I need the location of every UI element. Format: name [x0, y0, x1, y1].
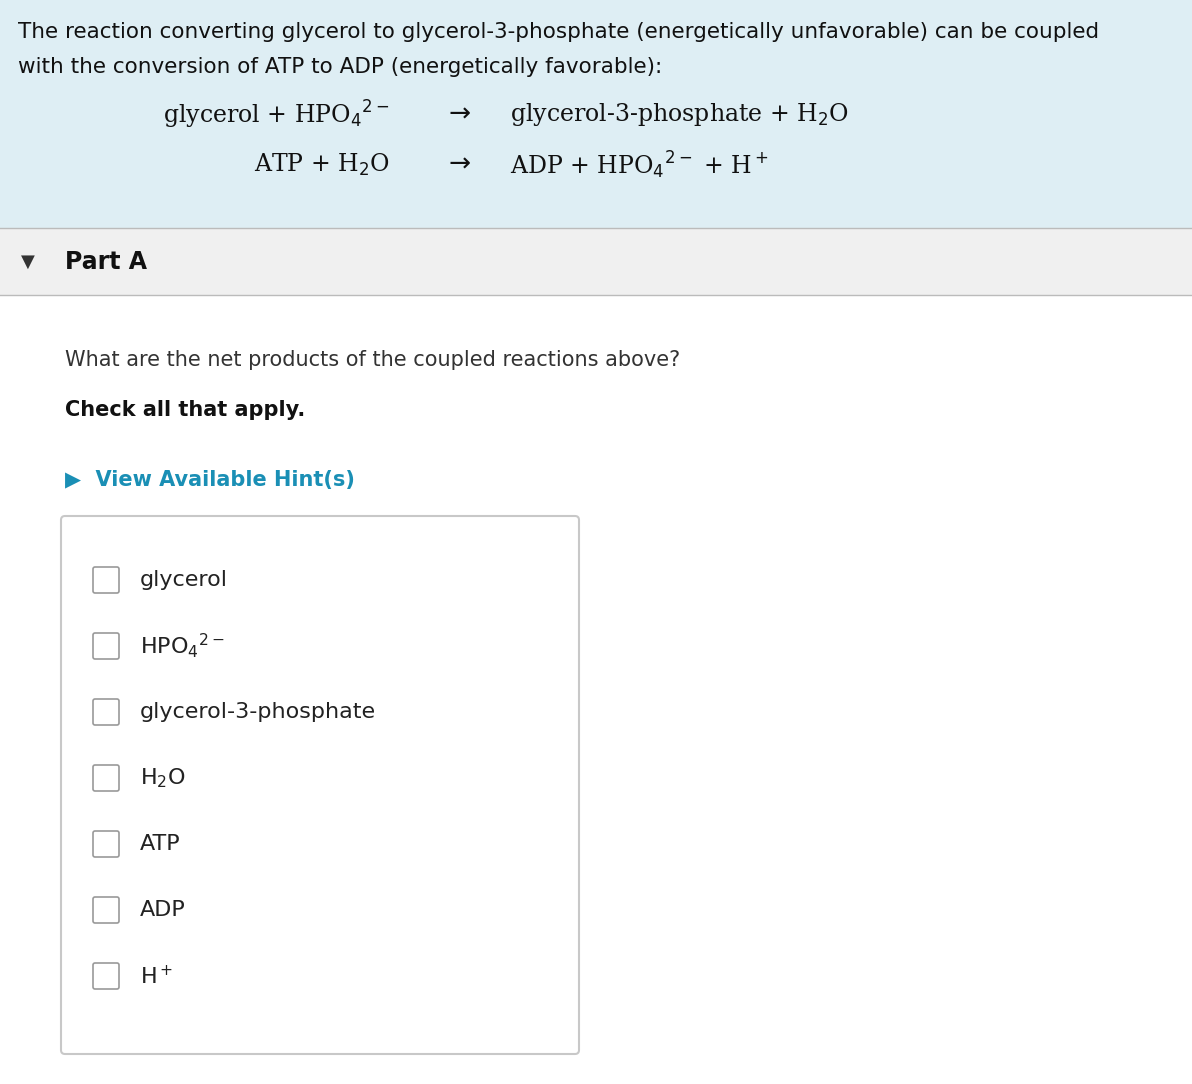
- FancyBboxPatch shape: [93, 567, 119, 593]
- FancyBboxPatch shape: [93, 765, 119, 791]
- Text: ADP + HPO$_4$$^{2-}$ + H$^+$: ADP + HPO$_4$$^{2-}$ + H$^+$: [510, 150, 769, 181]
- Text: ▶  View Available Hint(s): ▶ View Available Hint(s): [66, 470, 355, 490]
- Text: ADP: ADP: [139, 900, 186, 920]
- Text: The reaction converting glycerol to glycerol-3-phosphate (energetically unfavora: The reaction converting glycerol to glyc…: [18, 22, 1099, 42]
- Text: with the conversion of ATP to ADP (energetically favorable):: with the conversion of ATP to ADP (energ…: [18, 57, 663, 77]
- Text: HPO$_4$$^{2-}$: HPO$_4$$^{2-}$: [139, 632, 225, 660]
- Text: →: →: [449, 102, 471, 128]
- Text: H$^+$: H$^+$: [139, 965, 173, 988]
- Text: ATP: ATP: [139, 834, 181, 854]
- FancyBboxPatch shape: [93, 699, 119, 725]
- Text: ATP + H$_2$O: ATP + H$_2$O: [254, 152, 390, 178]
- Text: ▼: ▼: [21, 253, 35, 271]
- Text: →: →: [449, 152, 471, 178]
- FancyBboxPatch shape: [93, 633, 119, 659]
- Text: glycerol-3-phosphate + H$_2$O: glycerol-3-phosphate + H$_2$O: [510, 102, 849, 129]
- Text: glycerol + HPO$_4$$^{2-}$: glycerol + HPO$_4$$^{2-}$: [163, 99, 390, 131]
- FancyBboxPatch shape: [93, 963, 119, 989]
- Text: What are the net products of the coupled reactions above?: What are the net products of the coupled…: [66, 350, 681, 370]
- Text: Check all that apply.: Check all that apply.: [66, 400, 305, 420]
- Text: H$_2$O: H$_2$O: [139, 766, 186, 790]
- FancyBboxPatch shape: [93, 896, 119, 922]
- Bar: [0, 0, 1192, 228]
- Bar: [0, 228, 1192, 295]
- Bar: [0, 295, 1192, 1084]
- FancyBboxPatch shape: [93, 831, 119, 857]
- Text: glycerol: glycerol: [139, 570, 228, 590]
- Text: glycerol-3-phosphate: glycerol-3-phosphate: [139, 702, 377, 722]
- FancyBboxPatch shape: [61, 516, 579, 1054]
- Text: Part A: Part A: [66, 250, 147, 274]
